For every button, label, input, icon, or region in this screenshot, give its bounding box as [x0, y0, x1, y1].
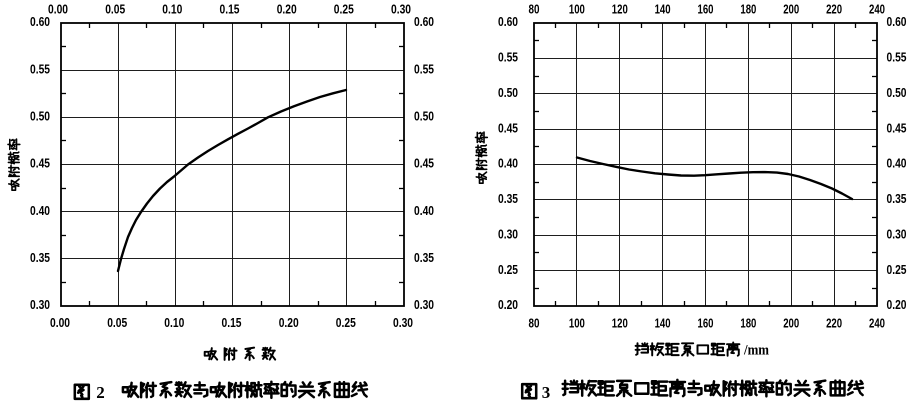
svg-text:0.15: 0.15	[220, 1, 240, 16]
svg-text:0.45: 0.45	[30, 156, 50, 171]
svg-text:0.35: 0.35	[414, 250, 434, 265]
svg-text:0.25: 0.25	[336, 315, 356, 330]
svg-text:0.25: 0.25	[498, 262, 518, 277]
svg-text:0.35: 0.35	[887, 191, 907, 206]
svg-text:0.10: 0.10	[164, 315, 184, 330]
svg-text:0.40: 0.40	[498, 156, 518, 171]
svg-text:0.35: 0.35	[498, 191, 518, 206]
svg-text:0.50: 0.50	[414, 109, 434, 124]
svg-text:0.45: 0.45	[887, 120, 907, 135]
svg-text:80: 80	[529, 316, 540, 331]
svg-text:160: 160	[698, 1, 714, 16]
svg-text:220: 220	[826, 316, 842, 331]
svg-text:0.20: 0.20	[887, 297, 907, 312]
svg-text:0.30: 0.30	[391, 1, 411, 16]
svg-text:0.35: 0.35	[30, 250, 50, 265]
svg-text:140: 140	[655, 316, 671, 331]
svg-text:0.05: 0.05	[107, 315, 127, 330]
svg-text:0.60: 0.60	[414, 14, 434, 29]
svg-text:0.60: 0.60	[30, 14, 50, 29]
svg-text:0.05: 0.05	[105, 1, 125, 16]
svg-text:240: 240	[869, 1, 885, 16]
svg-text:0.60: 0.60	[498, 14, 518, 29]
svg-text:160: 160	[698, 316, 714, 331]
svg-text:100: 100	[569, 316, 585, 331]
svg-text:0.55: 0.55	[498, 50, 518, 65]
svg-text:0.40: 0.40	[887, 156, 907, 171]
svg-text:0.45: 0.45	[414, 156, 434, 171]
svg-text:200: 200	[783, 316, 799, 331]
svg-text:0.60: 0.60	[887, 14, 907, 29]
svg-text:120: 120	[612, 316, 628, 331]
svg-text:0.10: 0.10	[162, 1, 182, 16]
svg-text:0.25: 0.25	[334, 1, 354, 16]
svg-text:240: 240	[869, 316, 885, 331]
svg-text:0.50: 0.50	[498, 85, 518, 100]
svg-text:0.30: 0.30	[30, 297, 50, 312]
svg-text:180: 180	[740, 1, 756, 16]
svg-text:0.00: 0.00	[48, 1, 68, 16]
svg-text:0.30: 0.30	[414, 297, 434, 312]
svg-text:180: 180	[740, 316, 756, 331]
svg-text:0.40: 0.40	[30, 203, 50, 218]
svg-text:200: 200	[783, 1, 799, 16]
svg-text:/mm: /mm	[743, 342, 769, 358]
svg-text:0.55: 0.55	[30, 61, 50, 76]
svg-text:0.30: 0.30	[393, 315, 413, 330]
svg-text:0.45: 0.45	[498, 120, 518, 135]
svg-text:0.20: 0.20	[279, 315, 299, 330]
svg-text:0.15: 0.15	[222, 315, 242, 330]
svg-text:100: 100	[569, 1, 585, 16]
svg-text:0.20: 0.20	[498, 297, 518, 312]
svg-text:3: 3	[542, 383, 551, 402]
svg-text:0.55: 0.55	[414, 61, 434, 76]
svg-text:0.50: 0.50	[887, 85, 907, 100]
svg-text:120: 120	[612, 1, 628, 16]
svg-text:0.40: 0.40	[414, 203, 434, 218]
svg-text:220: 220	[826, 1, 842, 16]
svg-text:0.55: 0.55	[887, 50, 907, 65]
svg-text:0.00: 0.00	[50, 315, 70, 330]
svg-text:0.25: 0.25	[887, 262, 907, 277]
svg-text:0.30: 0.30	[887, 226, 907, 241]
svg-text:140: 140	[655, 1, 671, 16]
svg-text:0.20: 0.20	[277, 1, 297, 16]
svg-text:2: 2	[96, 383, 105, 402]
svg-text:80: 80	[529, 1, 540, 16]
svg-text:0.50: 0.50	[30, 109, 50, 124]
svg-text:0.30: 0.30	[498, 226, 518, 241]
